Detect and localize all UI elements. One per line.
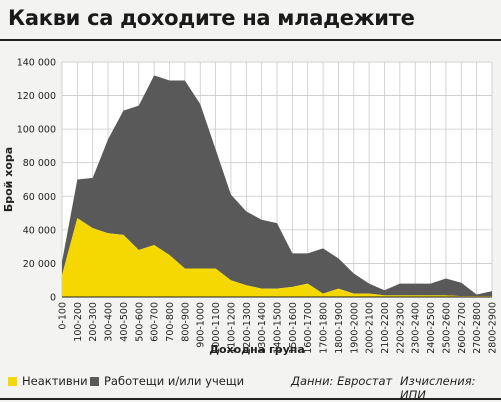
x-tick-label: 1000-1100	[211, 302, 222, 354]
x-tick-label: 2600-2700	[457, 302, 468, 354]
x-tick-label: 1600-1700	[303, 302, 314, 354]
x-tick-label: 100-200	[73, 302, 84, 342]
x-tick-label: 1700-1800	[319, 302, 330, 354]
y-tick-label: 40 000	[23, 225, 56, 236]
y-tick-label: 0	[50, 293, 56, 304]
y-tick-label: 20 000	[23, 259, 56, 270]
x-tick-label: 2000-2100	[365, 302, 376, 354]
x-axis-label: Доходна група	[209, 343, 305, 356]
y-tick-label: 100 000	[17, 125, 56, 136]
y-tick-label: 60 000	[23, 192, 56, 203]
legend-label-inactive: Неактивни	[22, 374, 88, 388]
x-tick-label: 500-600	[134, 302, 145, 342]
area-chart: 0 20 000 40 000 60 000 80 000 100 000 120 000 1…	[2, 58, 499, 357]
y-tick-label: 140 000	[17, 58, 56, 69]
x-tick-label: 2500-2600	[441, 302, 452, 354]
legend-footer: Неактивни Работещи и/или учещи Данни: Ев…	[0, 370, 501, 402]
x-tick-label: 900-1000	[196, 302, 207, 348]
x-tick-label: 2100-2200	[380, 302, 391, 354]
source-note: Данни: Евростат	[291, 374, 393, 388]
x-tick-label: 400-500	[119, 302, 130, 342]
x-tick-label: 1200-1300	[242, 302, 253, 354]
y-tick-label: 120 000	[17, 91, 56, 102]
legend-label-working: Работещи и/или учещи	[104, 374, 245, 388]
x-tick-label: 1400-1500	[273, 302, 284, 354]
x-tick-label: 2400-2500	[426, 302, 437, 354]
legend-item-working: Работещи и/или учещи	[90, 374, 244, 388]
x-tick-label: 1500-1600	[288, 302, 299, 354]
x-tick-label: 600-700	[150, 302, 161, 342]
x-tick-label: 0-100	[58, 302, 69, 330]
x-tick-label: 1100-1200	[226, 302, 237, 354]
legend-swatch-inactive	[8, 376, 17, 386]
x-tick-label: 700-800	[165, 302, 176, 342]
legend-item-inactive: Неактивни	[8, 374, 88, 388]
x-tick-label: 300-400	[104, 302, 115, 342]
x-tick-label: 2800-2900	[488, 302, 499, 354]
x-tick-label: 2300-2400	[411, 302, 422, 354]
series-area-inactive	[62, 218, 492, 297]
x-tick-label: 1800-1900	[334, 302, 345, 354]
chart-area: 0 20 000 40 000 60 000 80 000 100 000 120 000 1…	[0, 44, 501, 360]
x-tick-label: 1300-1400	[257, 302, 268, 354]
x-tick-label: 2700-2800	[472, 302, 483, 354]
y-axis-label: Брой хора	[2, 147, 15, 212]
y-tick-label: 80 000	[23, 158, 56, 169]
x-tick-label: 1900-2000	[349, 302, 360, 354]
title-divider	[0, 39, 501, 41]
chart-title: Какви са доходите на младежите	[8, 6, 415, 30]
x-tick-label: 800-900	[180, 302, 191, 342]
x-tick-label: 2200-2300	[395, 302, 406, 354]
series-area-working	[62, 75, 492, 297]
x-tick-label: 200-300	[88, 302, 99, 342]
bottom-divider	[0, 398, 501, 400]
legend-swatch-working	[90, 376, 99, 386]
